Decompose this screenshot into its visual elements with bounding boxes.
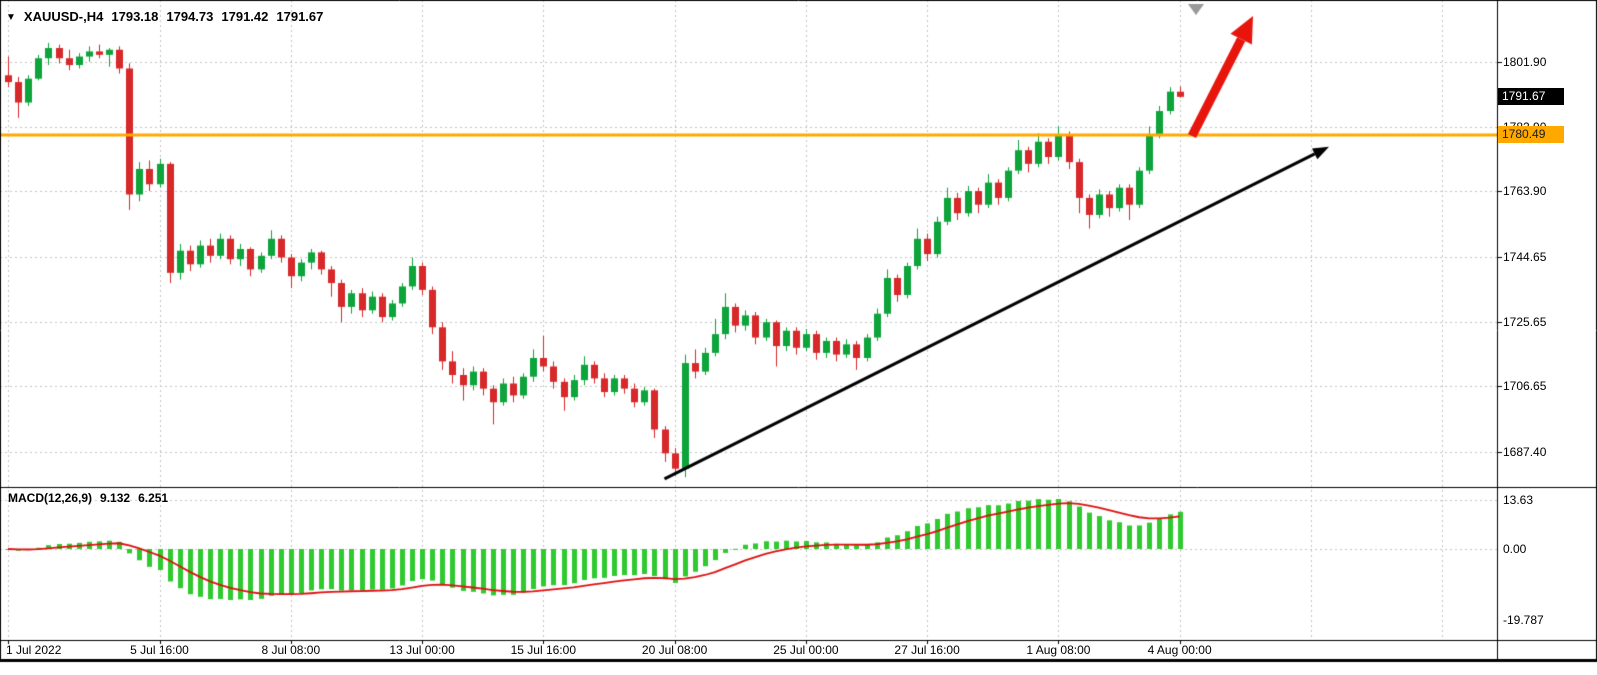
macd-axis-label: 13.63	[1503, 492, 1534, 507]
symbol-period-label: XAUUSD-,H4	[23, 9, 104, 24]
time-axis-label: 25 Jul 00:00	[773, 643, 839, 657]
price-axis-label: 1763.90	[1503, 184, 1547, 199]
hline-annotation[interactable]	[0, 131, 1497, 139]
ohlc-high: 1794.73	[166, 9, 214, 24]
time-axis-label: 27 Jul 16:00	[894, 643, 960, 657]
price-axis-label: 1725.65	[1503, 314, 1547, 329]
buy-arrow-annotation[interactable]	[1186, 10, 1265, 144]
time-axis-label: 4 Aug 00:00	[1147, 643, 1212, 657]
price-axis-label: 1801.90	[1503, 55, 1547, 69]
time-axis[interactable]	[0, 641, 1497, 661]
macd-value: 9.132	[100, 491, 131, 505]
price-axis-label: 1744.65	[1503, 249, 1547, 264]
time-axis-label: 20 Jul 08:00	[641, 643, 708, 657]
time-axis-label: 8 Jul 08:00	[261, 643, 321, 657]
price-axis-label: 1687.40	[1503, 444, 1547, 459]
macd-name: MACD(12,26,9)	[8, 491, 93, 505]
ohlc-low: 1791.42	[221, 9, 269, 24]
trend-arrow-annotation[interactable]	[665, 147, 1330, 479]
price-axis-label: 1706.65	[1503, 379, 1547, 394]
time-axis-label: 13 Jul 00:00	[389, 643, 455, 657]
ohlc-close: 1791.67	[276, 9, 324, 24]
ohlc-open: 1793.18	[111, 9, 159, 24]
symbol-collapse-icon[interactable]: ▼	[6, 12, 16, 23]
chart-title: ▼ XAUUSD-,H4 1793.18 1794.73 1791.42 179…	[6, 9, 323, 24]
macd-indicator-label: MACD(12,26,9) 9.132 6.251	[8, 491, 168, 505]
macd-axis-label: 0.00	[1503, 542, 1527, 556]
macd-axis-label: -19.787	[1503, 613, 1544, 628]
hline-price-badge[interactable]: 1780.49	[1498, 125, 1564, 143]
time-axis-label: 1 Aug 08:00	[1026, 643, 1091, 657]
time-axis-label: 15 Jul 16:00	[510, 643, 576, 657]
time-axis-label: 5 Jul 16:00	[130, 643, 189, 657]
macd-signal-value: 6.251	[138, 491, 169, 505]
current-price-badge: 1791.67	[1498, 87, 1564, 105]
time-axis-label: 1 Jul 2022	[6, 643, 62, 657]
